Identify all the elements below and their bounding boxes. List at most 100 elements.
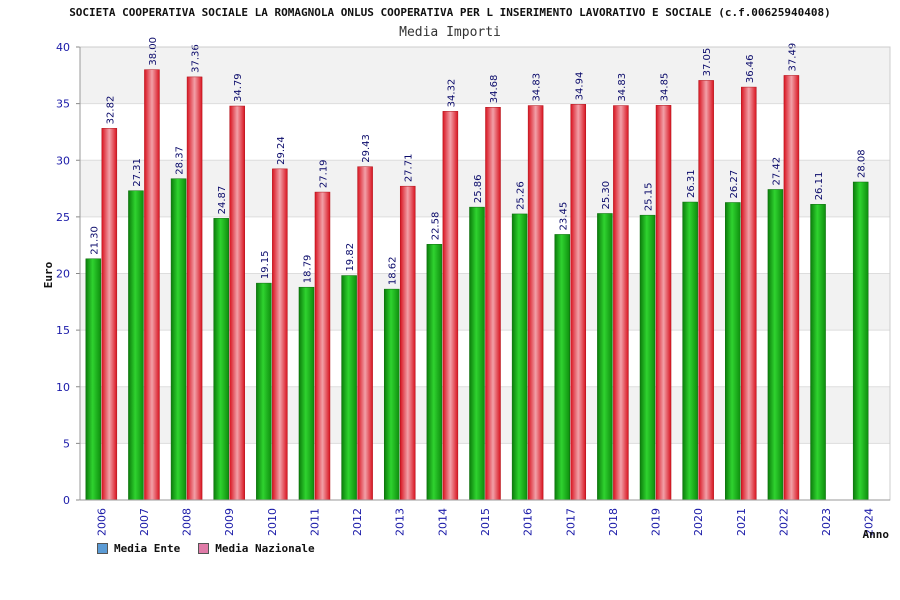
data-labels-layer: 21.30 32.82 27.31 38.00 28.37 37.36 24.87 34.79… (89, 37, 867, 285)
bar-nazionale (272, 168, 288, 501)
x-tick-label: 2006 (95, 508, 108, 536)
bar-ente (426, 244, 443, 501)
data-label-ente: 25.30 (601, 181, 612, 210)
data-label-nazionale: 29.43 (361, 134, 372, 163)
data-label-nazionale: 36.46 (745, 54, 756, 83)
bar-ente (128, 190, 144, 501)
y-tick-label: 0 (63, 494, 70, 507)
bar-nazionale (655, 105, 672, 501)
y-tick-label: 35 (56, 98, 70, 111)
data-label-ente: 25.86 (473, 174, 484, 203)
bar-nazionale (399, 185, 416, 501)
x-axis-label: Anno (863, 528, 890, 541)
data-label-ente: 27.31 (132, 158, 143, 187)
x-tick-label: 2015 (479, 508, 492, 536)
bar-ente (383, 288, 400, 501)
data-label-ente: 27.42 (771, 157, 782, 186)
data-label-ente: 28.08 (857, 149, 868, 178)
data-label-nazionale: 27.71 (404, 154, 415, 183)
y-tick-label: 20 (56, 268, 70, 281)
bar-ente (170, 178, 187, 501)
bar-ente (682, 201, 698, 501)
y-tick-label: 30 (56, 154, 70, 167)
bar-ente (256, 282, 272, 501)
bar-nazionale (527, 105, 544, 501)
bar-ente (298, 286, 315, 501)
bars-layer (85, 69, 869, 501)
bar-ente (810, 204, 826, 501)
data-label-ente: 23.45 (558, 202, 569, 231)
data-label-nazionale: 34.83 (532, 73, 543, 102)
legend: Media Ente Media Nazionale (97, 542, 315, 555)
bar-ente (597, 213, 613, 501)
bar-ente (341, 275, 357, 501)
data-label-nazionale: 32.82 (105, 96, 116, 125)
bar-nazionale (314, 191, 331, 501)
x-tick-label: 2013 (394, 508, 407, 536)
bar-ente (469, 206, 485, 501)
legend-label-nazionale: Media Nazionale (215, 542, 315, 555)
data-label-nazionale: 37.36 (191, 44, 202, 73)
data-label-ente: 18.79 (302, 255, 313, 284)
y-tick-label: 40 (56, 41, 70, 54)
data-label-ente: 18.62 (388, 256, 399, 285)
x-tick-label: 2018 (607, 508, 620, 536)
bar-nazionale (186, 76, 203, 501)
x-tick-label: 2020 (692, 508, 705, 536)
data-label-nazionale: 37.49 (787, 43, 798, 72)
x-tick-label: 2009 (223, 508, 236, 536)
y-tick-label: 5 (63, 437, 70, 450)
legend-item-nazionale: Media Nazionale (198, 542, 315, 555)
x-tick-label: 2019 (650, 508, 663, 536)
bar-nazionale (570, 104, 587, 501)
x-tick-label: 2024 (863, 508, 876, 536)
data-label-nazionale: 27.19 (318, 159, 329, 188)
bar-ente (852, 181, 869, 501)
chart-title: SOCIETA COOPERATIVA SOCIALE LA ROMAGNOLA… (69, 6, 831, 19)
x-tick-label: 2012 (351, 508, 364, 536)
bar-nazionale (613, 105, 629, 501)
x-tick-label: 2017 (564, 508, 577, 536)
data-label-ente: 26.27 (729, 170, 740, 199)
bar-ente (725, 202, 741, 501)
data-label-ente: 26.31 (686, 169, 697, 198)
data-label-ente: 25.26 (516, 181, 527, 210)
data-label-nazionale: 34.85 (660, 73, 671, 102)
x-tick-label: 2022 (777, 508, 790, 536)
data-label-ente: 24.87 (217, 186, 228, 215)
x-tick-label: 2011 (308, 508, 321, 536)
data-label-nazionale: 38.00 (148, 37, 159, 66)
bar-nazionale (442, 111, 459, 501)
bar-nazionale (144, 69, 160, 501)
data-label-ente: 25.15 (644, 183, 655, 212)
x-tick-label: 2007 (138, 508, 151, 536)
data-label-ente: 22.58 (430, 212, 441, 241)
data-label-nazionale: 37.05 (702, 48, 713, 77)
x-tick-label: 2016 (522, 508, 535, 536)
bar-ente (767, 189, 784, 501)
data-label-ente: 19.82 (345, 243, 356, 272)
y-axis-label: Euro (42, 261, 55, 288)
axes-layer: 0 5 10 15 20 25 30 35 40 2006 2007 2008 2009 2010 2011… (42, 41, 891, 541)
data-label-nazionale: 34.68 (489, 75, 500, 104)
data-label-nazionale: 34.32 (446, 79, 457, 108)
legend-swatch-ente (97, 543, 108, 554)
legend-item-ente: Media Ente (97, 542, 180, 555)
bar-nazionale (783, 75, 800, 501)
bar-nazionale (741, 86, 757, 501)
bar-ente (639, 214, 656, 501)
y-tick-label: 25 (56, 211, 70, 224)
y-tick-label: 15 (56, 324, 70, 337)
bar-nazionale (698, 80, 714, 501)
x-tick-label: 2010 (266, 508, 279, 536)
data-label-nazionale: 34.79 (233, 73, 244, 102)
bar-ente (213, 218, 229, 501)
bar-ente (554, 234, 571, 501)
data-label-ente: 26.11 (814, 172, 825, 201)
x-tick-label: 2014 (436, 508, 449, 536)
data-label-nazionale: 34.94 (574, 72, 585, 101)
legend-swatch-nazionale (198, 543, 210, 554)
chart-subtitle: Media Importi (399, 25, 501, 40)
legend-label-ente: Media Ente (114, 542, 181, 555)
